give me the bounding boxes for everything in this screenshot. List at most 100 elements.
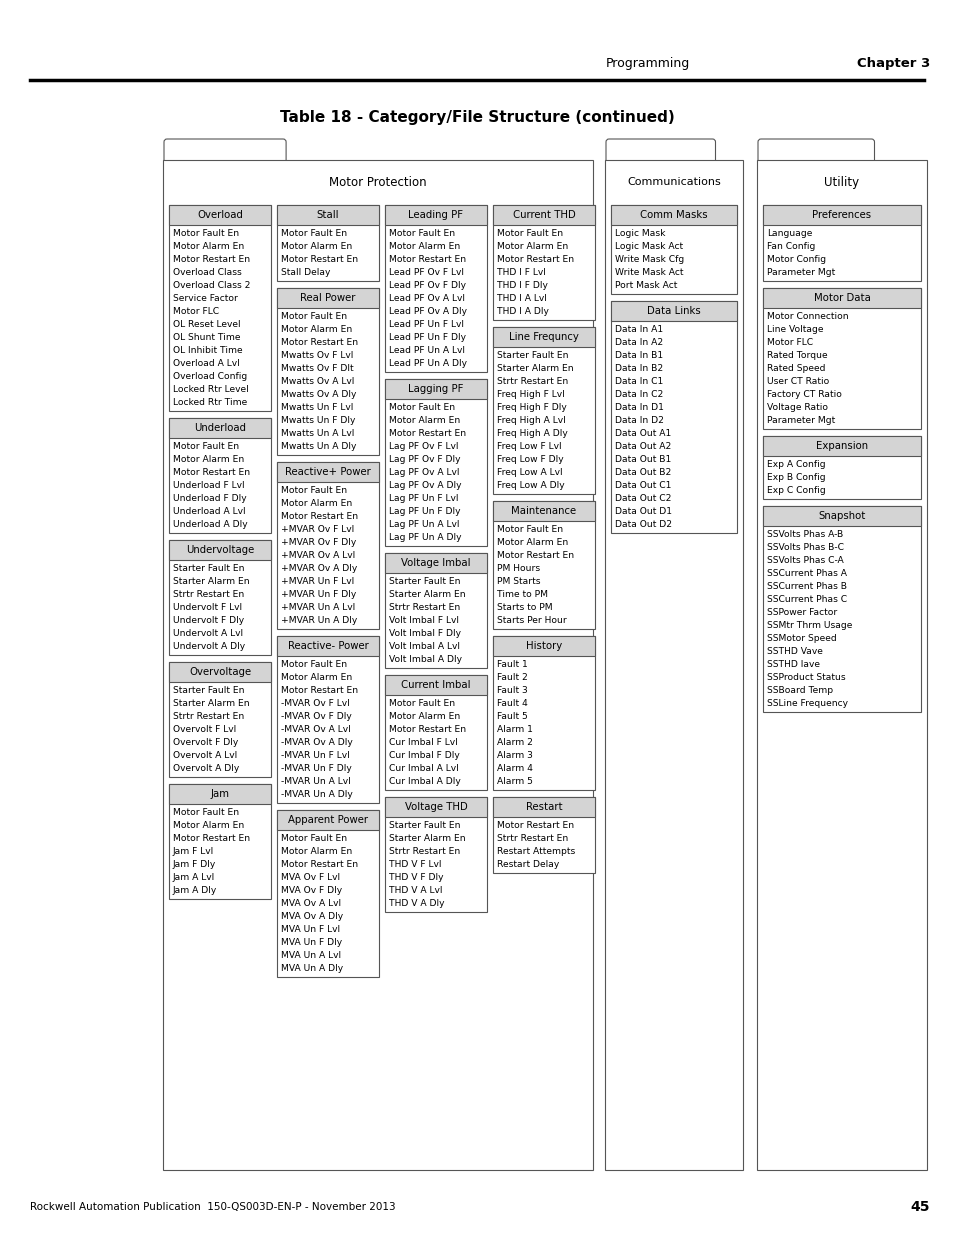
Text: Mwatts Ov A Lvl: Mwatts Ov A Lvl — [281, 377, 354, 387]
Text: -MVAR Un F Dly: -MVAR Un F Dly — [281, 764, 352, 773]
Text: Communications: Communications — [626, 177, 720, 186]
Text: Fault 5: Fault 5 — [497, 713, 527, 721]
Text: Expansion: Expansion — [815, 441, 867, 451]
Text: Motor Fault En: Motor Fault En — [172, 808, 239, 818]
Text: THD V F Dly: THD V F Dly — [389, 873, 443, 882]
Text: Preferences: Preferences — [812, 210, 871, 220]
Text: Data In A1: Data In A1 — [615, 325, 662, 333]
Text: Motor Fault En: Motor Fault En — [497, 228, 562, 238]
Bar — [493, 636, 595, 656]
Bar — [169, 417, 271, 534]
Text: Starter Alarm En: Starter Alarm En — [389, 590, 465, 599]
Text: Data Out B2: Data Out B2 — [615, 468, 671, 477]
Text: SSVolts Phas C-A: SSVolts Phas C-A — [766, 556, 842, 564]
Text: Mwatts Un A Lvl: Mwatts Un A Lvl — [281, 429, 354, 438]
Text: Starter Alarm En: Starter Alarm En — [389, 834, 465, 844]
Text: Chapter 3: Chapter 3 — [856, 57, 929, 70]
Text: PM Hours: PM Hours — [497, 564, 539, 573]
Text: Motor Restart En: Motor Restart En — [281, 860, 357, 869]
Text: Cur Imbal F Dly: Cur Imbal F Dly — [389, 751, 459, 760]
Text: -MVAR Un A Dly: -MVAR Un A Dly — [281, 790, 353, 799]
Text: Motor Restart En: Motor Restart En — [281, 254, 357, 264]
Text: Reactive- Power: Reactive- Power — [287, 641, 368, 651]
Text: OL Shunt Time: OL Shunt Time — [172, 333, 240, 342]
Text: Overload Config: Overload Config — [172, 372, 247, 382]
Bar — [493, 205, 595, 225]
Text: SSTHD Iave: SSTHD Iave — [766, 659, 820, 669]
Bar — [169, 205, 271, 225]
Bar — [493, 501, 595, 629]
Text: -MVAR Ov F Dly: -MVAR Ov F Dly — [281, 713, 352, 721]
Text: Motor Alarm En: Motor Alarm En — [172, 821, 244, 830]
Text: Freq Low F Dly: Freq Low F Dly — [497, 454, 563, 464]
Text: Data In B2: Data In B2 — [615, 364, 662, 373]
Text: Volt Imbal A Dly: Volt Imbal A Dly — [389, 655, 461, 664]
Text: Lead PF Un F Dly: Lead PF Un F Dly — [389, 333, 465, 342]
Text: Lead PF Ov A Dly: Lead PF Ov A Dly — [389, 308, 467, 316]
Text: +MVAR Ov F Dly: +MVAR Ov F Dly — [281, 538, 355, 547]
Text: Alarm 1: Alarm 1 — [497, 725, 533, 734]
Text: Motor Fault En: Motor Fault En — [281, 487, 347, 495]
Text: Data Out C1: Data Out C1 — [615, 480, 671, 490]
Text: Parameter Mgt: Parameter Mgt — [766, 268, 835, 277]
Text: Data Out B1: Data Out B1 — [615, 454, 671, 464]
Text: Volt Imbal F Lvl: Volt Imbal F Lvl — [389, 616, 458, 625]
Text: THD I A Dly: THD I A Dly — [497, 308, 548, 316]
Text: Data In C2: Data In C2 — [615, 390, 662, 399]
Text: Line Voltage: Line Voltage — [766, 325, 822, 333]
Text: Motor Restart En: Motor Restart En — [497, 551, 574, 559]
Bar — [169, 205, 271, 411]
Text: Motor Fault En: Motor Fault En — [281, 312, 347, 321]
Bar — [163, 161, 593, 1170]
Text: Rated Speed: Rated Speed — [766, 364, 824, 373]
Text: Lead PF Un A Dly: Lead PF Un A Dly — [389, 359, 467, 368]
Text: History: History — [525, 641, 561, 651]
Text: Port Mask Act: Port Mask Act — [615, 282, 677, 290]
Text: Motor Restart En: Motor Restart En — [497, 821, 574, 830]
Text: Strtr Restart En: Strtr Restart En — [172, 713, 244, 721]
Bar — [276, 636, 378, 656]
Text: Motor Data: Motor Data — [813, 293, 869, 303]
Text: SSPower Factor: SSPower Factor — [766, 608, 837, 618]
Text: Data Out A1: Data Out A1 — [615, 429, 671, 438]
Text: SSVolts Phas A-B: SSVolts Phas A-B — [766, 530, 842, 538]
Text: SSLine Frequency: SSLine Frequency — [766, 699, 847, 708]
Text: Reactive+ Power: Reactive+ Power — [285, 467, 371, 477]
Text: Lag PF Un A Lvl: Lag PF Un A Lvl — [389, 520, 459, 529]
Text: Fault 4: Fault 4 — [497, 699, 527, 708]
Text: Motor Restart En: Motor Restart En — [281, 685, 357, 695]
Text: Motor Fault En: Motor Fault En — [281, 834, 347, 844]
Text: Motor Alarm En: Motor Alarm En — [389, 713, 459, 721]
Text: Mwatts Un A Dly: Mwatts Un A Dly — [281, 442, 356, 451]
Text: Jam F Lvl: Jam F Lvl — [172, 847, 214, 856]
Text: SSCurrent Phas B: SSCurrent Phas B — [766, 582, 846, 592]
Text: Motor Alarm En: Motor Alarm En — [172, 454, 244, 464]
Text: Data Out C2: Data Out C2 — [615, 494, 671, 503]
Text: Lag PF Un F Dly: Lag PF Un F Dly — [389, 508, 460, 516]
Text: Motor Restart En: Motor Restart En — [172, 468, 250, 477]
Text: Current THD: Current THD — [512, 210, 575, 220]
Text: Underload A Dly: Underload A Dly — [172, 520, 248, 529]
Text: +MVAR Ov A Dly: +MVAR Ov A Dly — [281, 564, 356, 573]
Text: Undervolt F Dly: Undervolt F Dly — [172, 616, 244, 625]
Text: MVA Ov A Lvl: MVA Ov A Lvl — [281, 899, 341, 908]
Bar — [493, 797, 595, 873]
Bar — [493, 501, 595, 521]
Text: Lag PF Un F Lvl: Lag PF Un F Lvl — [389, 494, 458, 503]
Text: Strtr Restart En: Strtr Restart En — [389, 847, 459, 856]
Bar — [385, 205, 486, 372]
Text: Data Links: Data Links — [646, 306, 700, 316]
Text: Current Imbal: Current Imbal — [401, 680, 470, 690]
Text: Write Mask Act: Write Mask Act — [615, 268, 682, 277]
Text: Motor Alarm En: Motor Alarm En — [389, 242, 459, 251]
Text: Volt Imbal F Dly: Volt Imbal F Dly — [389, 629, 460, 638]
Text: Restart Delay: Restart Delay — [497, 860, 558, 869]
Text: Overload Class: Overload Class — [172, 268, 241, 277]
Text: THD V A Dly: THD V A Dly — [389, 899, 444, 908]
Text: Exp A Config: Exp A Config — [766, 459, 824, 469]
Text: Lag PF Ov F Dly: Lag PF Ov F Dly — [389, 454, 460, 464]
Text: Motor Fault En: Motor Fault En — [281, 659, 347, 669]
Text: Lag PF Un A Dly: Lag PF Un A Dly — [389, 534, 461, 542]
Text: Motor Fault En: Motor Fault En — [172, 228, 239, 238]
Text: Locked Rtr Time: Locked Rtr Time — [172, 398, 247, 408]
